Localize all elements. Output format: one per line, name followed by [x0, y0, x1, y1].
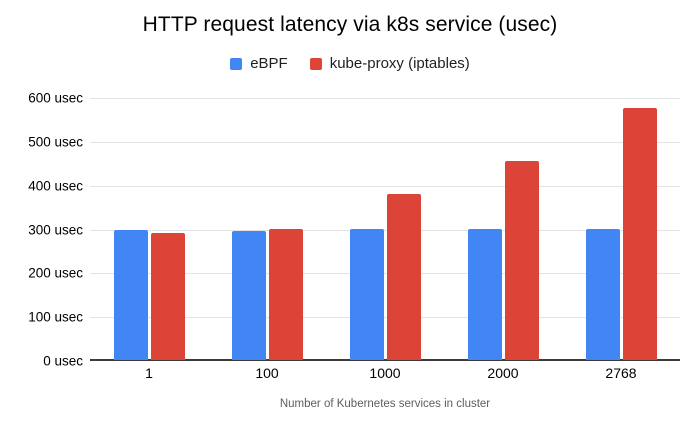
bar-ebpf-1	[113, 229, 148, 360]
chart-title: HTTP request latency via k8s service (us…	[142, 13, 558, 36]
bar-group-2000	[444, 98, 562, 360]
bar-group-2768	[562, 98, 680, 360]
y-axis-tick-label: 600 usec	[28, 90, 83, 106]
gridline	[90, 141, 680, 143]
gridline	[90, 185, 680, 187]
x-axis-tick-label: 100	[255, 365, 279, 381]
legend-swatch-ebpf-icon	[230, 57, 243, 70]
y-axis-tick-label: 200 usec	[28, 265, 83, 281]
bar-kube-proxy-iptables-100	[268, 228, 303, 360]
bar-group-100	[208, 98, 326, 360]
legend-item-kube-proxy: kube-proxy (iptables)	[309, 55, 470, 72]
gridline	[90, 98, 680, 99]
y-axis-tick-labels: 600 usec 500 usec 400 usec 300 usec 200 usec…	[0, 91, 83, 369]
legend-swatch-kube-proxy-icon	[309, 57, 322, 70]
y-axis-tick-label: 100 usec	[28, 309, 83, 325]
bar-kube-proxy-iptables-1	[150, 232, 185, 360]
bar-ebpf-1000	[349, 229, 384, 360]
y-axis-tick-label: 0 usec	[43, 353, 83, 369]
bar-ebpf-2000	[467, 229, 502, 360]
bar-ebpf-100	[231, 230, 266, 360]
legend-label-kube-proxy: kube-proxy (iptables)	[329, 55, 470, 72]
x-axis-title: Number of Kubernetes services in cluster	[279, 398, 491, 410]
chart-legend: eBPF kube-proxy (iptables)	[0, 55, 700, 72]
gridline	[90, 317, 680, 319]
plot-area	[90, 98, 680, 361]
bar-groups	[90, 98, 680, 360]
gridline	[90, 229, 680, 231]
bar-kube-proxy-iptables-2768	[622, 108, 657, 360]
x-axis-tick-label: 2768	[605, 365, 637, 381]
gridline	[90, 273, 680, 275]
x-axis-tick-label: 1	[145, 365, 153, 381]
y-axis-tick-label: 500 usec	[28, 134, 83, 150]
x-axis-tick-labels: 1 100 1000 2000 2768	[90, 365, 680, 381]
x-axis-baseline	[90, 359, 680, 361]
bar-group-1	[90, 98, 208, 360]
x-axis-tick-label: 2000	[487, 365, 519, 381]
y-axis-tick-label: 300 usec	[28, 222, 83, 237]
bar-kube-proxy-iptables-2000	[504, 161, 539, 360]
y-axis-tick-label: 400 usec	[28, 178, 83, 194]
x-axis-tick-label: 1000	[369, 365, 401, 381]
bar-ebpf-2768	[585, 229, 620, 360]
bar-kube-proxy-iptables-1000	[386, 194, 421, 360]
legend-item-ebpf: eBPF	[230, 55, 288, 72]
legend-label-ebpf: eBPF	[250, 55, 288, 72]
bar-group-1000	[326, 98, 444, 360]
